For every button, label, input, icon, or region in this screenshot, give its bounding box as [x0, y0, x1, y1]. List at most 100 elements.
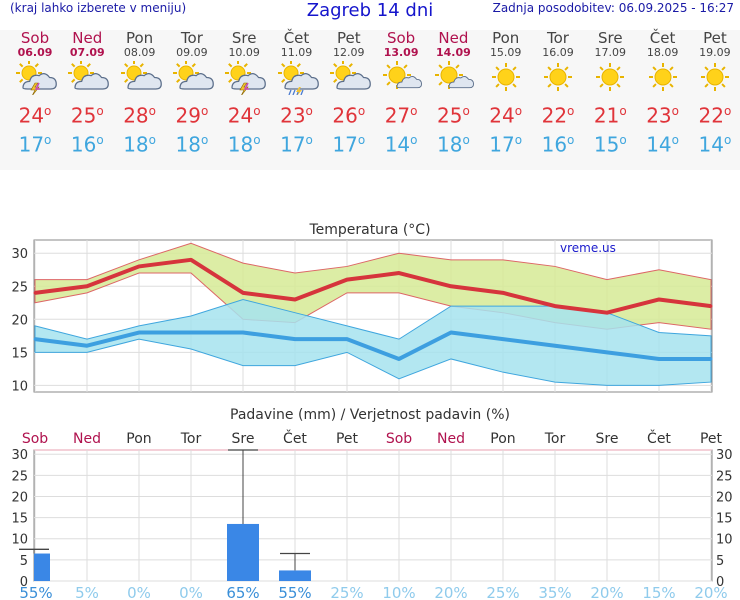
- min-temp: 18o: [436, 132, 470, 157]
- y-tick-label: 15: [11, 346, 28, 361]
- forecast-day: Sre 10.09 24o 18o: [218, 30, 270, 156]
- x-tick-label: Sre: [596, 431, 619, 447]
- min-temp-value: 18: [123, 132, 149, 157]
- max-temp-line-point: [33, 291, 37, 295]
- min-temp-line-point: [189, 331, 193, 335]
- forecast-day: Sre 17.09 21o 15o: [584, 30, 636, 156]
- min-temp-line-point: [397, 357, 401, 361]
- day-name: Sre: [598, 29, 623, 47]
- day-name: Pon: [492, 29, 520, 47]
- y-tick-label: 10: [11, 533, 28, 548]
- precip-probability: 20%: [590, 584, 623, 600]
- y-tick-label-right: 15: [716, 512, 733, 527]
- y-tick-label-right: 25: [716, 469, 733, 484]
- page-title: Zagreb 14 dni: [306, 0, 434, 21]
- max-temp: 24o: [227, 103, 261, 128]
- min-temp: 18o: [175, 132, 209, 157]
- min-temp-value: 18: [436, 132, 463, 157]
- x-tick-label: Tor: [180, 431, 202, 447]
- day-name: Pet: [336, 29, 361, 47]
- min-temp: 15o: [593, 132, 627, 157]
- max-temp-value: 29: [175, 103, 201, 128]
- max-temp: 26o: [332, 103, 366, 128]
- min-temp: 17o: [332, 132, 366, 157]
- max-temp-line-point: [553, 304, 557, 308]
- y-tick-label-right: 20: [716, 490, 733, 505]
- max-temp-line-point: [137, 264, 141, 268]
- forecast-day: Čet 11.09 23o 17o: [271, 30, 323, 156]
- day-name: Pet: [703, 29, 727, 47]
- temperature-chart: 10 15 20 25 30 Temperatura (°C) vreme.us: [11, 222, 713, 394]
- max-temp-line-point: [657, 297, 661, 301]
- chart-title: Temperatura (°C): [308, 222, 430, 238]
- precip-probability: 20%: [434, 584, 467, 600]
- header: (kraj lahko izberete v meniju) Zagreb 14…: [0, 0, 740, 22]
- day-name: Tor: [180, 29, 203, 47]
- precip-probability: 25%: [486, 584, 519, 600]
- max-temp-value: 27: [384, 103, 411, 128]
- min-temp-line-point: [137, 331, 141, 335]
- sun-cloud-rain-icon: [277, 60, 319, 96]
- max-temp: 22o: [698, 103, 732, 128]
- max-temp-line: [34, 257, 712, 315]
- precip-probability: 5%: [75, 584, 99, 600]
- x-tick-label: Sob: [22, 431, 48, 447]
- max-temp: 22o: [541, 103, 575, 128]
- min-temp-value: 16: [70, 132, 97, 157]
- day-date: 11.09: [280, 46, 313, 59]
- min-temp-line-point: [501, 337, 505, 341]
- y-tick-label-right: 0: [716, 575, 724, 590]
- max-temp: 21o: [593, 103, 627, 128]
- watermark: vreme.us: [560, 241, 616, 255]
- max-temp-value: 28: [123, 103, 149, 128]
- precip-probability: 35%: [538, 584, 571, 600]
- day-date: 19.09: [699, 46, 731, 59]
- forecast-day: Pet 12.09 26o 17o: [323, 30, 375, 156]
- x-tick-label: Pon: [490, 431, 515, 447]
- max-temp: 23o: [280, 103, 313, 128]
- day-name: Ned: [438, 29, 469, 47]
- max-temp: 23o: [646, 103, 679, 128]
- max-temp-line-point: [189, 258, 193, 262]
- min-temp-value: 14: [384, 132, 411, 157]
- max-temp-value: 22: [698, 103, 724, 128]
- min-temp-range: [34, 298, 712, 386]
- max-temp: 25o: [436, 103, 470, 128]
- max-temp-value: 24: [18, 103, 45, 128]
- x-tick-label: Čet: [283, 429, 307, 447]
- precip-bar: [34, 553, 50, 581]
- sun-cloud-icon: [329, 60, 371, 90]
- x-tick-label: Tor: [544, 431, 566, 447]
- precipitation-chart: Padavine (mm) / Verjetnost padavin (%) So…: [11, 407, 733, 600]
- menu-hint[interactable]: (kraj lahko izberete v meniju): [10, 1, 187, 15]
- forecast-day: Čet 18.09 23o 14o: [637, 30, 689, 156]
- sun-icon: [596, 63, 625, 91]
- min-temp: 18o: [227, 132, 261, 157]
- day-date: 12.09: [333, 46, 365, 59]
- max-temp-value: 25: [70, 103, 97, 128]
- min-temp-value: 14: [646, 132, 672, 157]
- x-tick-label: Sob: [386, 431, 412, 447]
- sun-small-cloud-icon: [435, 61, 475, 89]
- precip-probability: 55%: [278, 584, 311, 600]
- precip-bar: [227, 523, 259, 581]
- min-temp: 16o: [70, 132, 104, 157]
- plot-area: [33, 449, 713, 582]
- day-name: Ned: [72, 29, 103, 47]
- day-name: Čet: [649, 29, 676, 47]
- max-temp-line-point: [345, 278, 349, 282]
- max-temp-line-point: [293, 297, 297, 301]
- max-temp-value: 23: [646, 103, 672, 128]
- day-date: 14.09: [435, 46, 471, 59]
- x-tick-label: Sre: [232, 431, 255, 447]
- min-temp-value: 14: [698, 132, 724, 157]
- x-tick-label: Pet: [336, 431, 359, 447]
- min-temp: 18o: [123, 132, 156, 157]
- day-date: 13.09: [383, 46, 419, 59]
- max-temp-line-point: [605, 311, 609, 315]
- min-temp: 14o: [698, 132, 732, 157]
- max-temp-value: 24: [489, 103, 515, 128]
- min-temp-value: 18: [175, 132, 201, 157]
- max-temp-value: 23: [280, 103, 306, 128]
- day-date: 08.09: [123, 46, 156, 59]
